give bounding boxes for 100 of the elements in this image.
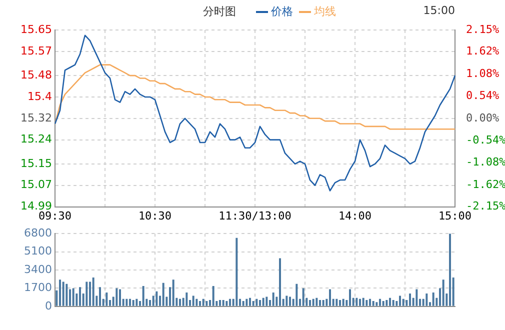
bar [316, 298, 318, 306]
bar [309, 300, 311, 306]
bar [322, 300, 324, 306]
bar [72, 288, 74, 306]
bar [362, 298, 364, 306]
bar [272, 292, 274, 306]
bar [442, 280, 444, 306]
bar [389, 298, 391, 306]
bar [382, 301, 384, 306]
bar [162, 282, 164, 306]
bar [432, 292, 434, 306]
bar [342, 298, 344, 306]
bar [426, 294, 428, 306]
bar [92, 277, 94, 306]
text: 15:00 [423, 4, 455, 17]
bar [319, 300, 321, 306]
legend-label: 价格 [271, 5, 293, 18]
bar [356, 298, 358, 306]
bar [399, 296, 401, 306]
x-tick-label: 15:00 [438, 209, 472, 222]
bar [226, 301, 228, 306]
bar [119, 289, 121, 306]
y-tick-label: 15.24 [20, 132, 52, 146]
bar [142, 286, 144, 306]
bar [409, 294, 411, 306]
bar [206, 301, 208, 306]
bar [246, 298, 248, 306]
bar [249, 298, 251, 306]
bar [136, 298, 138, 306]
bar [99, 287, 101, 306]
bar [152, 296, 154, 306]
bar [236, 238, 238, 306]
bar [402, 298, 404, 306]
bar [336, 298, 338, 306]
y2-tick-label: 0.54% [466, 89, 500, 102]
bar [192, 296, 194, 306]
bar [172, 280, 174, 306]
bar [219, 300, 221, 306]
bar [196, 298, 198, 306]
bar [106, 292, 108, 306]
y-tick-label: 3400 [24, 262, 52, 276]
y-tick-label: 15.4 [28, 90, 52, 103]
bar [129, 298, 131, 306]
bar [349, 289, 351, 306]
y2-tick-label: 1.08% [466, 66, 500, 80]
y-tick-label: 15.65 [20, 22, 52, 36]
bar [229, 298, 231, 306]
bar [392, 300, 394, 306]
bar [329, 289, 331, 306]
bar [202, 298, 204, 306]
bar [376, 302, 378, 306]
y2-tick-label: 0.00% [466, 111, 500, 124]
bar [199, 301, 201, 306]
y-tick-label: 15.32 [20, 111, 52, 124]
bar [79, 287, 81, 306]
bar [156, 291, 158, 306]
bar [89, 282, 91, 306]
bar [262, 298, 264, 306]
bar [366, 300, 368, 306]
bar [449, 234, 451, 306]
y-tick-label: 5100 [24, 244, 52, 258]
x-tick-label: 10:30 [138, 209, 172, 222]
bar [379, 298, 381, 306]
bar [256, 298, 258, 306]
y-tick-label: 1700 [24, 281, 52, 294]
bar [296, 284, 298, 306]
bar [289, 296, 291, 306]
bar [126, 298, 128, 306]
x-tick-label: 14:00 [338, 209, 372, 222]
bar [222, 300, 224, 306]
y-tick-label: 0 [45, 299, 52, 312]
y-tick-label: 15.07 [20, 178, 52, 192]
bar [212, 286, 214, 306]
bar [386, 300, 388, 306]
bar [372, 301, 374, 306]
bar [312, 298, 314, 306]
bar [252, 301, 254, 306]
bar [149, 300, 151, 306]
x-tick-label: 11:30/13:00 [218, 209, 292, 222]
y-tick-label: 15.15 [20, 156, 52, 170]
bar [66, 284, 68, 306]
bar [179, 298, 181, 306]
bar [339, 300, 341, 306]
bar [359, 298, 361, 306]
legend-label: 均线 [314, 5, 336, 18]
bar [416, 289, 418, 306]
bar [369, 298, 371, 306]
bar [279, 258, 281, 306]
y-tick-label: 15.48 [20, 68, 52, 82]
y-tick-label: 6800 [24, 226, 52, 240]
y-tick-label: 15.57 [20, 44, 52, 58]
bar [302, 288, 304, 306]
bar [242, 301, 244, 306]
bar [186, 292, 188, 306]
x-tick-label: 09:30 [38, 209, 72, 222]
bar [286, 296, 288, 306]
bar [116, 288, 118, 306]
bar [266, 296, 268, 306]
bar [86, 282, 88, 306]
bar [59, 280, 61, 306]
